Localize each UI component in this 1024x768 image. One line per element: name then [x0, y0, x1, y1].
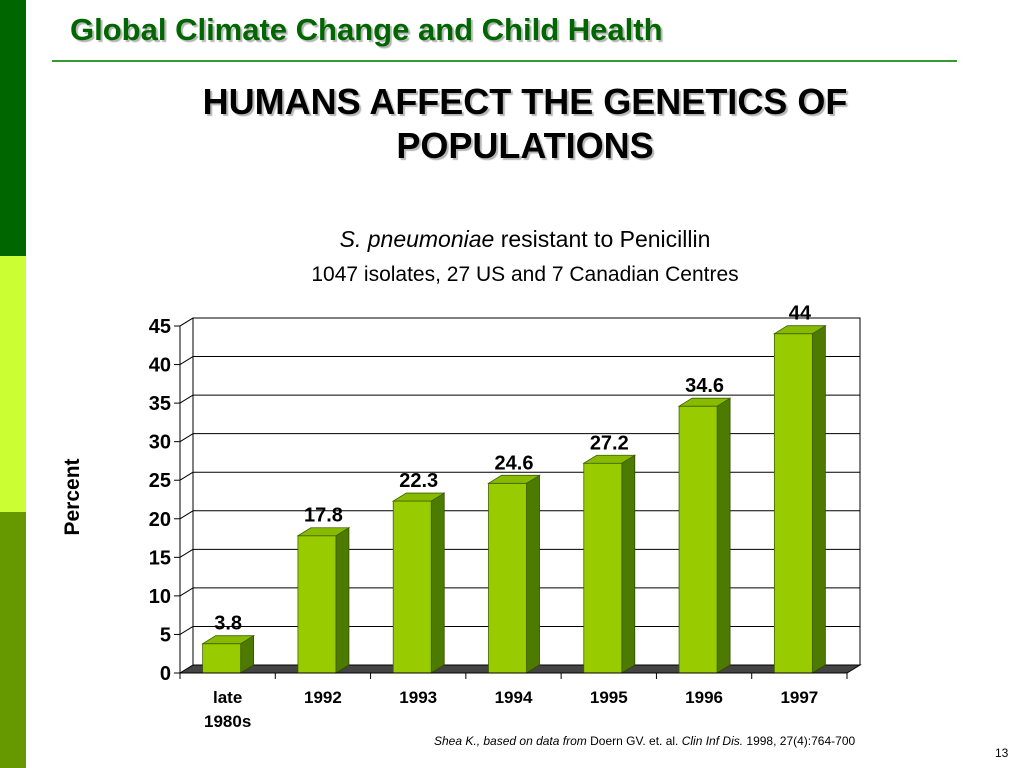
bar: [202, 643, 242, 674]
y-tick-label: 0: [160, 663, 171, 685]
bar: [488, 482, 527, 674]
source-journal: Clin Inf Dis.: [681, 734, 744, 748]
header-divider: [52, 60, 957, 62]
bar-side: [335, 527, 350, 674]
y-tick-label: 30: [149, 432, 171, 454]
y-tick-label: 25: [149, 470, 171, 492]
slide-title-line-1: HUMANS AFFECT THE GENETICS OF: [202, 81, 848, 122]
gridline-depth: [179, 356, 194, 365]
source-citation: Shea K., based on data from Doern GV. et…: [434, 734, 855, 748]
bar-top: [582, 454, 637, 464]
bar: [392, 500, 432, 674]
bar: [583, 462, 623, 674]
bar-top: [391, 492, 446, 502]
slide-title: HUMANS AFFECT THE GENETICS OF POPULATION…: [100, 80, 950, 168]
bar: [678, 405, 718, 674]
gridline-depth: [179, 394, 194, 404]
bar-side: [526, 474, 540, 674]
x-tick-label: 1996: [685, 688, 723, 707]
chart-subtitle: 1047 isolates, 27 US and 7 Canadian Cent…: [311, 263, 739, 286]
bar-top: [487, 474, 541, 484]
gridline-depth: [179, 548, 194, 558]
chart-title-rest: resistant to Penicillin: [494, 226, 711, 252]
x-tick-label: 1994: [495, 688, 533, 707]
gridline-depth: [179, 510, 194, 520]
data-label: 27.2: [590, 432, 629, 454]
gridline-depth: [179, 626, 194, 635]
data-label: 3.8: [214, 613, 242, 635]
chart-title: S. pneumoniae resistant to Penicillin: [200, 226, 850, 253]
bar-side: [430, 492, 445, 674]
data-label: 34.6: [685, 375, 724, 397]
y-tick-label: 5: [160, 624, 171, 646]
sidebar-band-lime: [0, 256, 26, 512]
source-volume: 1998, 27(4):764-700: [743, 734, 856, 748]
bar-side: [621, 454, 636, 674]
bar-top: [677, 397, 732, 407]
y-tick-label: 45: [149, 316, 171, 338]
x-tick-label: 1997: [780, 688, 818, 707]
gridline-depth: [179, 587, 194, 597]
source-credit: Shea K., based on data from: [434, 734, 591, 748]
bar: [773, 333, 813, 674]
bar-side: [716, 397, 731, 674]
gridline-depth: [179, 471, 194, 481]
gridline-depth: [179, 433, 194, 443]
x-tick-label: 1993: [399, 688, 437, 707]
data-label: 24.6: [495, 452, 534, 474]
y-tick-label: 35: [149, 393, 171, 415]
y-tick-label: 40: [149, 355, 171, 377]
slide-title-line-2: POPULATIONS: [396, 125, 654, 166]
header-title: Global Climate Change and Child Health: [70, 12, 663, 47]
side-wall-top: [179, 317, 194, 327]
data-label: 17.8: [304, 505, 343, 527]
bar-top: [772, 325, 827, 335]
y-tick-label: 15: [149, 547, 171, 569]
data-label: 44: [789, 303, 812, 325]
source-authors: Doern GV. et. al.: [590, 734, 682, 748]
y-tick-label: 10: [149, 586, 171, 608]
x-tick-label: 1980s: [204, 712, 251, 731]
species-name: S. pneumoniae: [339, 226, 495, 252]
bar-top: [296, 527, 351, 537]
sidebar-color-bands: [0, 0, 26, 768]
sidebar-band-dark-green: [0, 0, 26, 256]
page-number: 13: [995, 746, 1009, 760]
y-tick-label: 20: [149, 509, 171, 531]
x-tick-label: 1995: [590, 688, 628, 707]
x-tick-label: 1992: [304, 688, 342, 707]
bar-side: [811, 324, 826, 674]
x-tick-label: late: [213, 688, 242, 707]
sidebar-band-olive: [0, 512, 26, 768]
bar: [297, 535, 337, 674]
bar-top: [201, 635, 256, 645]
data-label: 22.3: [399, 470, 438, 492]
